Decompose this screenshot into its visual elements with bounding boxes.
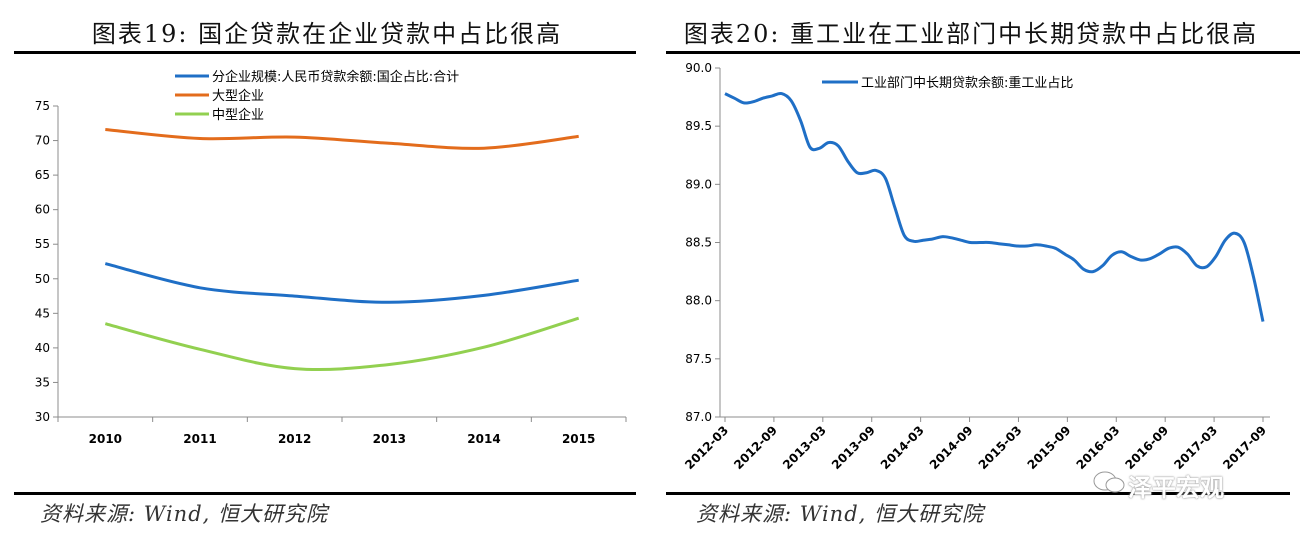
right-x-tick-label: 2013-09 bbox=[829, 423, 878, 472]
right-legend-label: 工业部门中长期贷款余额:重工业占比 bbox=[861, 75, 1073, 91]
right-top-rule bbox=[666, 51, 1300, 54]
left-y-tick-label: 70 bbox=[35, 134, 50, 148]
left-series-line-1 bbox=[105, 128, 579, 150]
left-x-tick-label: 2012 bbox=[278, 432, 311, 446]
left-y-tick-label: 75 bbox=[35, 99, 50, 113]
left-legend-label-0: 分企业规模:人民币贷款余额:国企占比:合计 bbox=[212, 69, 459, 85]
left-legend-label-2: 中型企业 bbox=[212, 107, 264, 123]
left-legend-label-1: 大型企业 bbox=[212, 88, 264, 104]
left-y-tick-label: 50 bbox=[35, 272, 50, 286]
left-series-line-2 bbox=[104, 316, 580, 372]
left-y-tick-label: 55 bbox=[35, 237, 50, 251]
right-x-tick-label: 2013-03 bbox=[780, 423, 829, 472]
left-y-tick-label: 35 bbox=[35, 375, 50, 389]
right-y-tick-label: 87.5 bbox=[685, 352, 712, 366]
right-x-tick-label: 2015-03 bbox=[976, 423, 1025, 472]
left-x-tick-label: 2013 bbox=[373, 432, 406, 446]
left-y-tick-label: 40 bbox=[35, 341, 50, 355]
left-x-tick-label: 2015 bbox=[562, 432, 595, 446]
right-panel: 图表20: 重工业在工业部门中长期贷款中占比很高 资料来源: Wind, 恒大研… bbox=[650, 0, 1300, 540]
wechat-icon bbox=[1093, 471, 1125, 493]
right-x-tick-label: 2014-03 bbox=[878, 423, 927, 472]
left-y-tick-label: 60 bbox=[35, 203, 50, 217]
right-y-tick-label: 90.0 bbox=[685, 61, 712, 75]
right-x-tick-label: 2015-09 bbox=[1025, 423, 1074, 472]
left-source-note: 资料来源: Wind, 恒大研究院 bbox=[40, 502, 328, 526]
right-y-tick-label: 87.0 bbox=[685, 410, 712, 424]
right-source-note: 资料来源: Wind, 恒大研究院 bbox=[696, 502, 984, 526]
left-top-rule bbox=[14, 51, 636, 54]
left-bottom-rule bbox=[14, 492, 636, 495]
right-series-line bbox=[724, 91, 1265, 322]
right-y-tick-label: 89.0 bbox=[685, 177, 712, 191]
right-bottom-rule bbox=[666, 492, 1290, 495]
right-x-tick-label: 2014-09 bbox=[927, 423, 976, 472]
right-y-tick-label: 88.5 bbox=[685, 236, 712, 250]
left-y-tick-label: 30 bbox=[35, 410, 50, 424]
right-x-tick-label: 2016-03 bbox=[1074, 423, 1123, 472]
left-chart: 75 70 65 60 55 50 45 40 35 30 2010 2011 2012 2013 2014… bbox=[35, 69, 627, 446]
left-x-tick-label: 2014 bbox=[467, 432, 500, 446]
right-chart-title: 图表20: 重工业在工业部门中长期贷款中占比很高 bbox=[683, 20, 1259, 48]
left-panel: 图表19: 国企贷款在企业贷款中占比很高 资料来源: Wind, 恒大研究院 bbox=[14, 20, 636, 526]
watermark-text: 泽平宏观 bbox=[1128, 474, 1224, 502]
left-x-tick-label: 2010 bbox=[89, 432, 122, 446]
right-x-tick-label: 2012-03 bbox=[682, 423, 731, 472]
right-x-tick-label: 2017-03 bbox=[1171, 423, 1220, 472]
right-x-tick-label: 2012-09 bbox=[731, 423, 780, 472]
right-y-tick-label: 89.5 bbox=[685, 119, 712, 133]
left-chart-title: 图表19: 国企贷款在企业贷款中占比很高 bbox=[91, 20, 563, 48]
left-series-line-0 bbox=[104, 262, 579, 304]
right-x-tick-label: 2016-09 bbox=[1122, 423, 1171, 472]
right-y-tick-label: 88.0 bbox=[685, 294, 712, 308]
left-y-tick-label: 45 bbox=[35, 306, 50, 320]
left-y-tick-label: 65 bbox=[35, 168, 50, 182]
right-x-tick-label: 2017-09 bbox=[1220, 423, 1269, 472]
left-x-tick-label: 2011 bbox=[183, 432, 216, 446]
